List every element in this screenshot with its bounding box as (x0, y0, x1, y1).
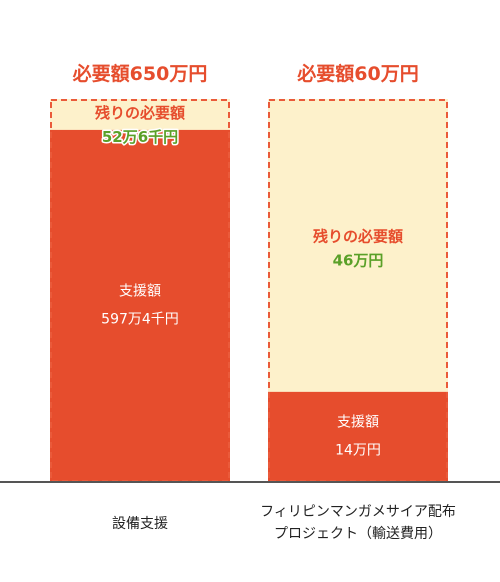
target-label-1: 必要額650万円 (72, 62, 208, 85)
remaining-title-1: 残りの必要額 (95, 104, 185, 122)
support-value-2: 14万円 (335, 442, 381, 458)
remaining-value-2: 46万円 (333, 251, 384, 269)
category-label-2-line-2: プロジェクト（輸送費用） (274, 526, 442, 542)
remaining-value-1: 52万6千円 (102, 128, 178, 146)
support-bar-1 (50, 129, 230, 482)
target-label-2: 必要額60万円 (296, 62, 418, 85)
support-title-1: 支援額 (119, 283, 161, 299)
support-value-1: 597万4千円 (101, 311, 179, 327)
remaining-title-2: 残りの必要額 (313, 227, 403, 245)
support-title-2: 支援額 (337, 414, 379, 430)
support-bar-2 (268, 391, 448, 481)
category-label-2-line-1: フィリピンマンガメサイア配布 (260, 504, 456, 520)
category-label-1: 設備支援 (112, 516, 168, 532)
